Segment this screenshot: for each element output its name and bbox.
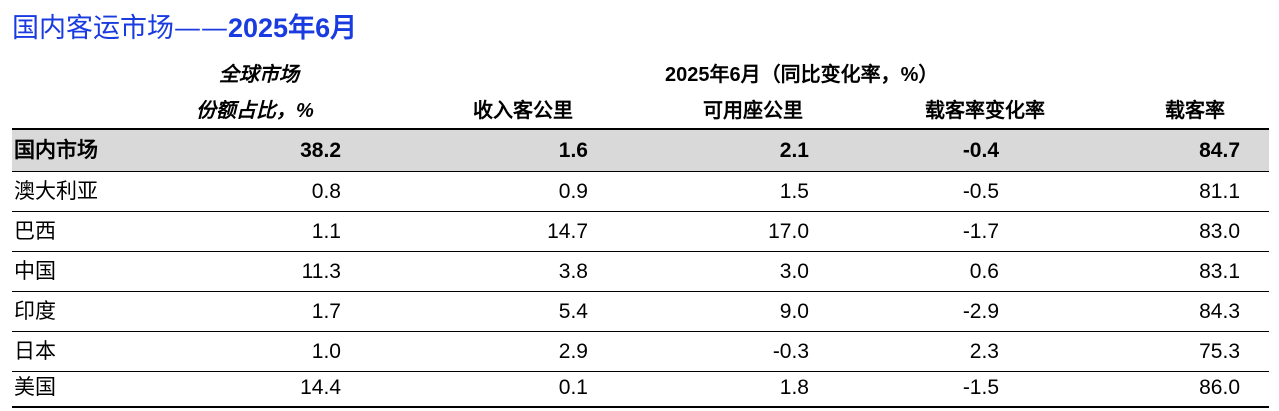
table-row: 澳大利亚 0.8 0.9 1.5 -0.5 81.1	[12, 172, 1269, 211]
header-rule	[12, 128, 1269, 130]
row-plf: 83.0	[1199, 220, 1240, 243]
row-divider	[12, 251, 1269, 252]
row-plf: 83.1	[1199, 260, 1240, 283]
row-rpk: 14.7	[547, 220, 588, 243]
row-plf-change: 2.3	[969, 340, 999, 363]
header-period: 2025年6月（同比变化率，%）	[665, 64, 939, 86]
row-divider	[12, 211, 1269, 212]
row-divider	[12, 371, 1269, 372]
table-row: 国内市场 38.2 1.6 2.1 -0.4 84.7	[12, 130, 1269, 171]
title-suffix: 2025年6月	[228, 13, 358, 43]
row-plf: 75.3	[1199, 340, 1240, 363]
row-divider	[12, 171, 1269, 172]
row-plf-change: 0.6	[969, 260, 999, 283]
table-row: 印度 1.7 5.4 9.0 -2.9 84.3	[12, 292, 1269, 331]
row-rpk: 0.9	[558, 180, 588, 203]
bottom-rule	[12, 406, 1269, 408]
highlight-band	[12, 130, 1269, 171]
row-plf: 86.0	[1199, 376, 1240, 399]
row-plf-change: -0.5	[962, 180, 999, 203]
row-name: 巴西	[14, 220, 56, 243]
row-share: 1.7	[311, 300, 341, 323]
row-share: 38.2	[300, 139, 341, 162]
row-ask: 1.8	[779, 376, 809, 399]
header-share-line2: 份额占比，%	[196, 100, 314, 122]
row-rpk: 3.8	[558, 260, 588, 283]
row-name: 日本	[14, 340, 56, 363]
row-divider	[12, 291, 1269, 292]
row-name: 中国	[14, 260, 56, 283]
row-share: 14.4	[300, 376, 341, 399]
row-name: 印度	[14, 300, 56, 323]
row-plf-change: -0.4	[962, 139, 999, 162]
row-name: 澳大利亚	[14, 180, 98, 203]
row-ask: 17.0	[768, 220, 809, 243]
title-prefix: 国内客运市场——	[12, 13, 228, 44]
row-share: 0.8	[311, 180, 341, 203]
header-col-plf-change: 载客率变化率	[925, 100, 1045, 122]
row-plf-change: -1.5	[962, 376, 999, 399]
table-row: 日本 1.0 2.9 -0.3 2.3 75.3	[12, 332, 1269, 371]
row-ask: 1.5	[779, 180, 809, 203]
row-rpk: 5.4	[558, 300, 588, 323]
header-share-line1: 全球市场	[219, 64, 299, 86]
row-share: 1.1	[311, 220, 341, 243]
row-rpk: 0.1	[558, 376, 588, 399]
row-share: 1.0	[311, 340, 341, 363]
page-title: 国内客运市场——2025年6月	[12, 6, 357, 45]
table-row: 美国 14.4 0.1 1.8 -1.5 86.0	[12, 368, 1269, 407]
row-plf-change: -2.9	[962, 300, 999, 323]
row-ask: 9.0	[779, 300, 809, 323]
table-row: 中国 11.3 3.8 3.0 0.6 83.1	[12, 252, 1269, 291]
row-plf-change: -1.7	[962, 220, 999, 243]
header-col-plf: 载客率	[1165, 100, 1225, 122]
row-plf: 84.7	[1199, 139, 1240, 162]
row-name: 美国	[14, 376, 56, 399]
row-ask: -0.3	[772, 340, 809, 363]
header-col-rpk: 收入客公里	[473, 100, 573, 122]
row-rpk: 1.6	[558, 139, 588, 162]
row-plf: 84.3	[1199, 300, 1240, 323]
row-ask: 3.0	[779, 260, 809, 283]
row-divider	[12, 331, 1269, 332]
row-share: 11.3	[301, 260, 341, 283]
row-name: 国内市场	[14, 139, 98, 162]
header-col-ask: 可用座公里	[703, 100, 803, 122]
row-plf: 81.1	[1199, 180, 1240, 203]
row-rpk: 2.9	[558, 340, 588, 363]
row-ask: 2.1	[779, 139, 809, 162]
table-row: 巴西 1.1 14.7 17.0 -1.7 83.0	[12, 212, 1269, 251]
